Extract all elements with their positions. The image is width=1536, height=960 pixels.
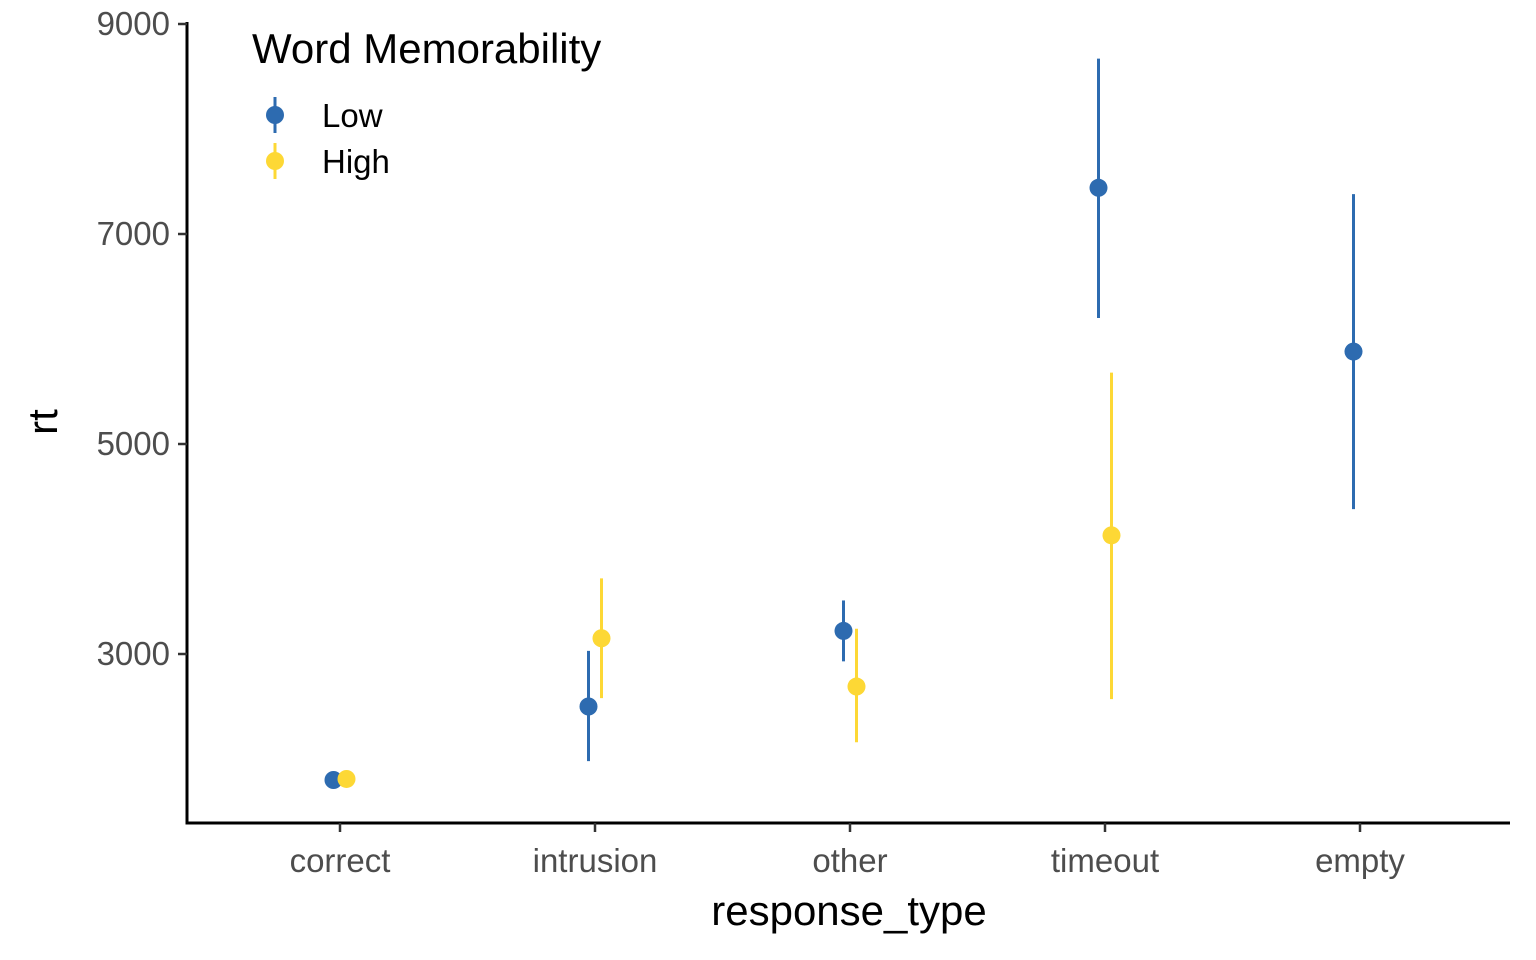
legend-label-high: High <box>322 143 390 180</box>
point-low-empty <box>1344 342 1363 361</box>
axes: 3000 5000 7000 9000 correct intrusion other tim… <box>19 5 1510 934</box>
y-tick-label: 3000 <box>97 635 170 672</box>
x-tick-label: other <box>812 842 887 879</box>
point-low-timeout <box>1089 178 1108 197</box>
x-tick-label: empty <box>1315 842 1405 879</box>
legend-key-point-high <box>266 152 284 170</box>
point-low-intrusion <box>579 697 598 716</box>
x-tick-label: correct <box>290 842 391 879</box>
legend-title: Word Memorability <box>252 25 601 72</box>
point-high-correct <box>337 769 356 788</box>
y-tick-label: 5000 <box>97 425 170 462</box>
point-high-other <box>847 677 866 696</box>
legend-key-point-low <box>266 106 284 124</box>
data-marks <box>324 58 1363 789</box>
point-low-other <box>834 621 853 640</box>
point-high-timeout <box>1102 526 1121 545</box>
legend-label-low: Low <box>322 97 383 134</box>
y-tick-label: 9000 <box>97 5 170 42</box>
point-low-correct <box>324 771 343 789</box>
x-tick-label: intrusion <box>533 842 658 879</box>
point-high-intrusion <box>592 629 611 648</box>
y-tick-label: 7000 <box>97 215 170 252</box>
x-tick-label: timeout <box>1051 842 1159 879</box>
x-axis-title: response_type <box>711 887 987 934</box>
y-axis-title: rt <box>19 409 66 435</box>
legend: Word Memorability Low High <box>252 25 601 180</box>
